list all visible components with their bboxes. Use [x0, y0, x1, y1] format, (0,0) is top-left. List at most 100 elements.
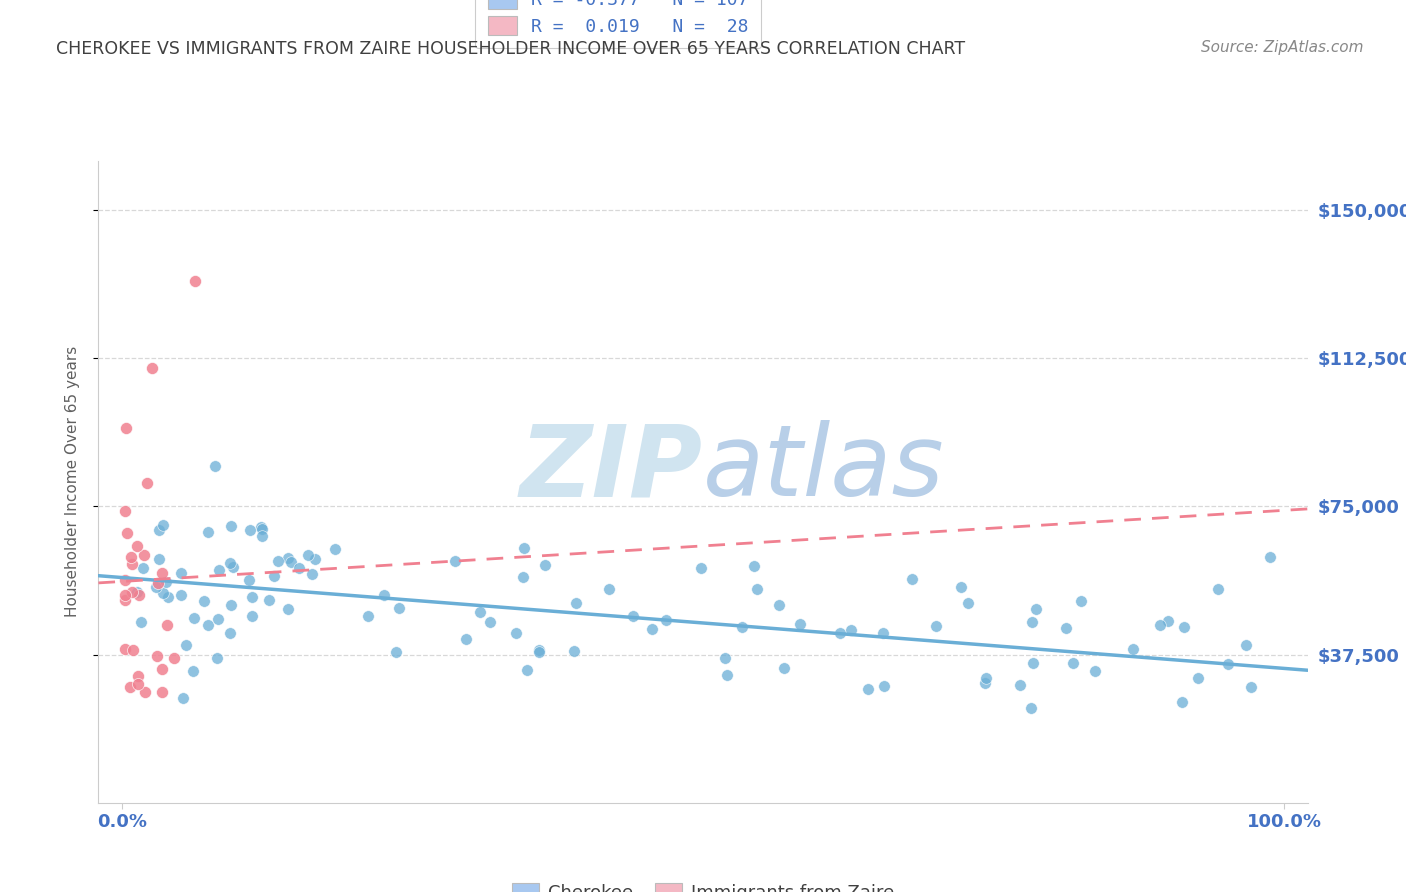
- Point: [444, 554, 467, 568]
- Point: [385, 645, 408, 659]
- Point: [454, 632, 477, 647]
- Point: [690, 560, 713, 574]
- Point: [263, 568, 285, 582]
- Point: [280, 554, 302, 568]
- Point: [1149, 618, 1171, 632]
- Point: [134, 685, 156, 699]
- Point: [250, 520, 273, 534]
- Point: [218, 625, 240, 640]
- Text: Source: ZipAtlas.com: Source: ZipAtlas.com: [1201, 40, 1364, 55]
- Point: [1062, 656, 1084, 670]
- Point: [208, 563, 231, 577]
- Point: [146, 648, 169, 663]
- Point: [117, 525, 139, 540]
- Point: [132, 561, 155, 575]
- Point: [250, 522, 273, 536]
- Point: [122, 642, 145, 657]
- Point: [562, 644, 585, 658]
- Point: [621, 608, 644, 623]
- Point: [125, 585, 148, 599]
- Point: [156, 590, 179, 604]
- Point: [242, 590, 264, 604]
- Point: [1258, 549, 1281, 564]
- Point: [152, 685, 174, 699]
- Point: [114, 593, 136, 607]
- Point: [900, 572, 922, 586]
- Point: [174, 638, 197, 652]
- Point: [277, 551, 299, 566]
- Point: [128, 588, 150, 602]
- Point: [325, 541, 347, 556]
- Point: [218, 556, 240, 570]
- Y-axis label: Householder Income Over 65 years: Householder Income Over 65 years: [65, 346, 80, 617]
- Point: [304, 552, 326, 566]
- Point: [277, 602, 299, 616]
- Point: [512, 570, 534, 584]
- Point: [250, 528, 273, 542]
- Point: [1025, 602, 1047, 616]
- Point: [219, 598, 242, 612]
- Point: [830, 626, 852, 640]
- Point: [527, 643, 550, 657]
- Text: CHEROKEE VS IMMIGRANTS FROM ZAIRE HOUSEHOLDER INCOME OVER 65 YEARS CORRELATION C: CHEROKEE VS IMMIGRANTS FROM ZAIRE HOUSEH…: [56, 40, 966, 58]
- Point: [127, 677, 149, 691]
- Point: [1171, 695, 1194, 709]
- Point: [114, 573, 136, 587]
- Point: [222, 559, 245, 574]
- Point: [839, 623, 862, 637]
- Point: [238, 573, 260, 587]
- Point: [872, 626, 894, 640]
- Point: [172, 690, 194, 705]
- Point: [1234, 638, 1257, 652]
- Point: [924, 619, 946, 633]
- Point: [257, 593, 280, 607]
- Point: [873, 679, 896, 693]
- Point: [655, 614, 678, 628]
- Point: [152, 586, 174, 600]
- Point: [789, 617, 811, 632]
- Point: [170, 566, 193, 580]
- Point: [516, 664, 538, 678]
- Point: [134, 548, 156, 562]
- Point: [747, 582, 769, 596]
- Point: [121, 585, 143, 599]
- Point: [170, 588, 193, 602]
- Point: [120, 549, 142, 564]
- Point: [373, 588, 395, 602]
- Point: [145, 581, 167, 595]
- Point: [219, 519, 242, 533]
- Point: [772, 660, 794, 674]
- Point: [598, 582, 620, 596]
- Point: [183, 610, 205, 624]
- Point: [1157, 615, 1180, 629]
- Point: [1021, 701, 1043, 715]
- Point: [197, 524, 219, 539]
- Point: [114, 503, 136, 517]
- Point: [205, 650, 228, 665]
- Point: [730, 620, 752, 634]
- Point: [114, 641, 136, 656]
- Point: [114, 587, 136, 601]
- Point: [468, 606, 491, 620]
- Point: [266, 554, 288, 568]
- Point: [1206, 582, 1229, 596]
- Point: [193, 594, 215, 608]
- Point: [1173, 620, 1195, 634]
- Point: [163, 651, 186, 665]
- Point: [1240, 680, 1263, 694]
- Point: [714, 651, 737, 665]
- Point: [1084, 664, 1107, 678]
- Point: [150, 662, 173, 676]
- Point: [207, 612, 229, 626]
- Point: [148, 523, 170, 537]
- Point: [742, 559, 765, 574]
- Point: [121, 557, 143, 571]
- Point: [204, 458, 226, 473]
- Point: [505, 626, 527, 640]
- Point: [129, 615, 152, 630]
- Point: [155, 574, 177, 589]
- Point: [534, 558, 557, 572]
- Point: [716, 668, 738, 682]
- Point: [1021, 615, 1043, 629]
- Point: [301, 566, 323, 581]
